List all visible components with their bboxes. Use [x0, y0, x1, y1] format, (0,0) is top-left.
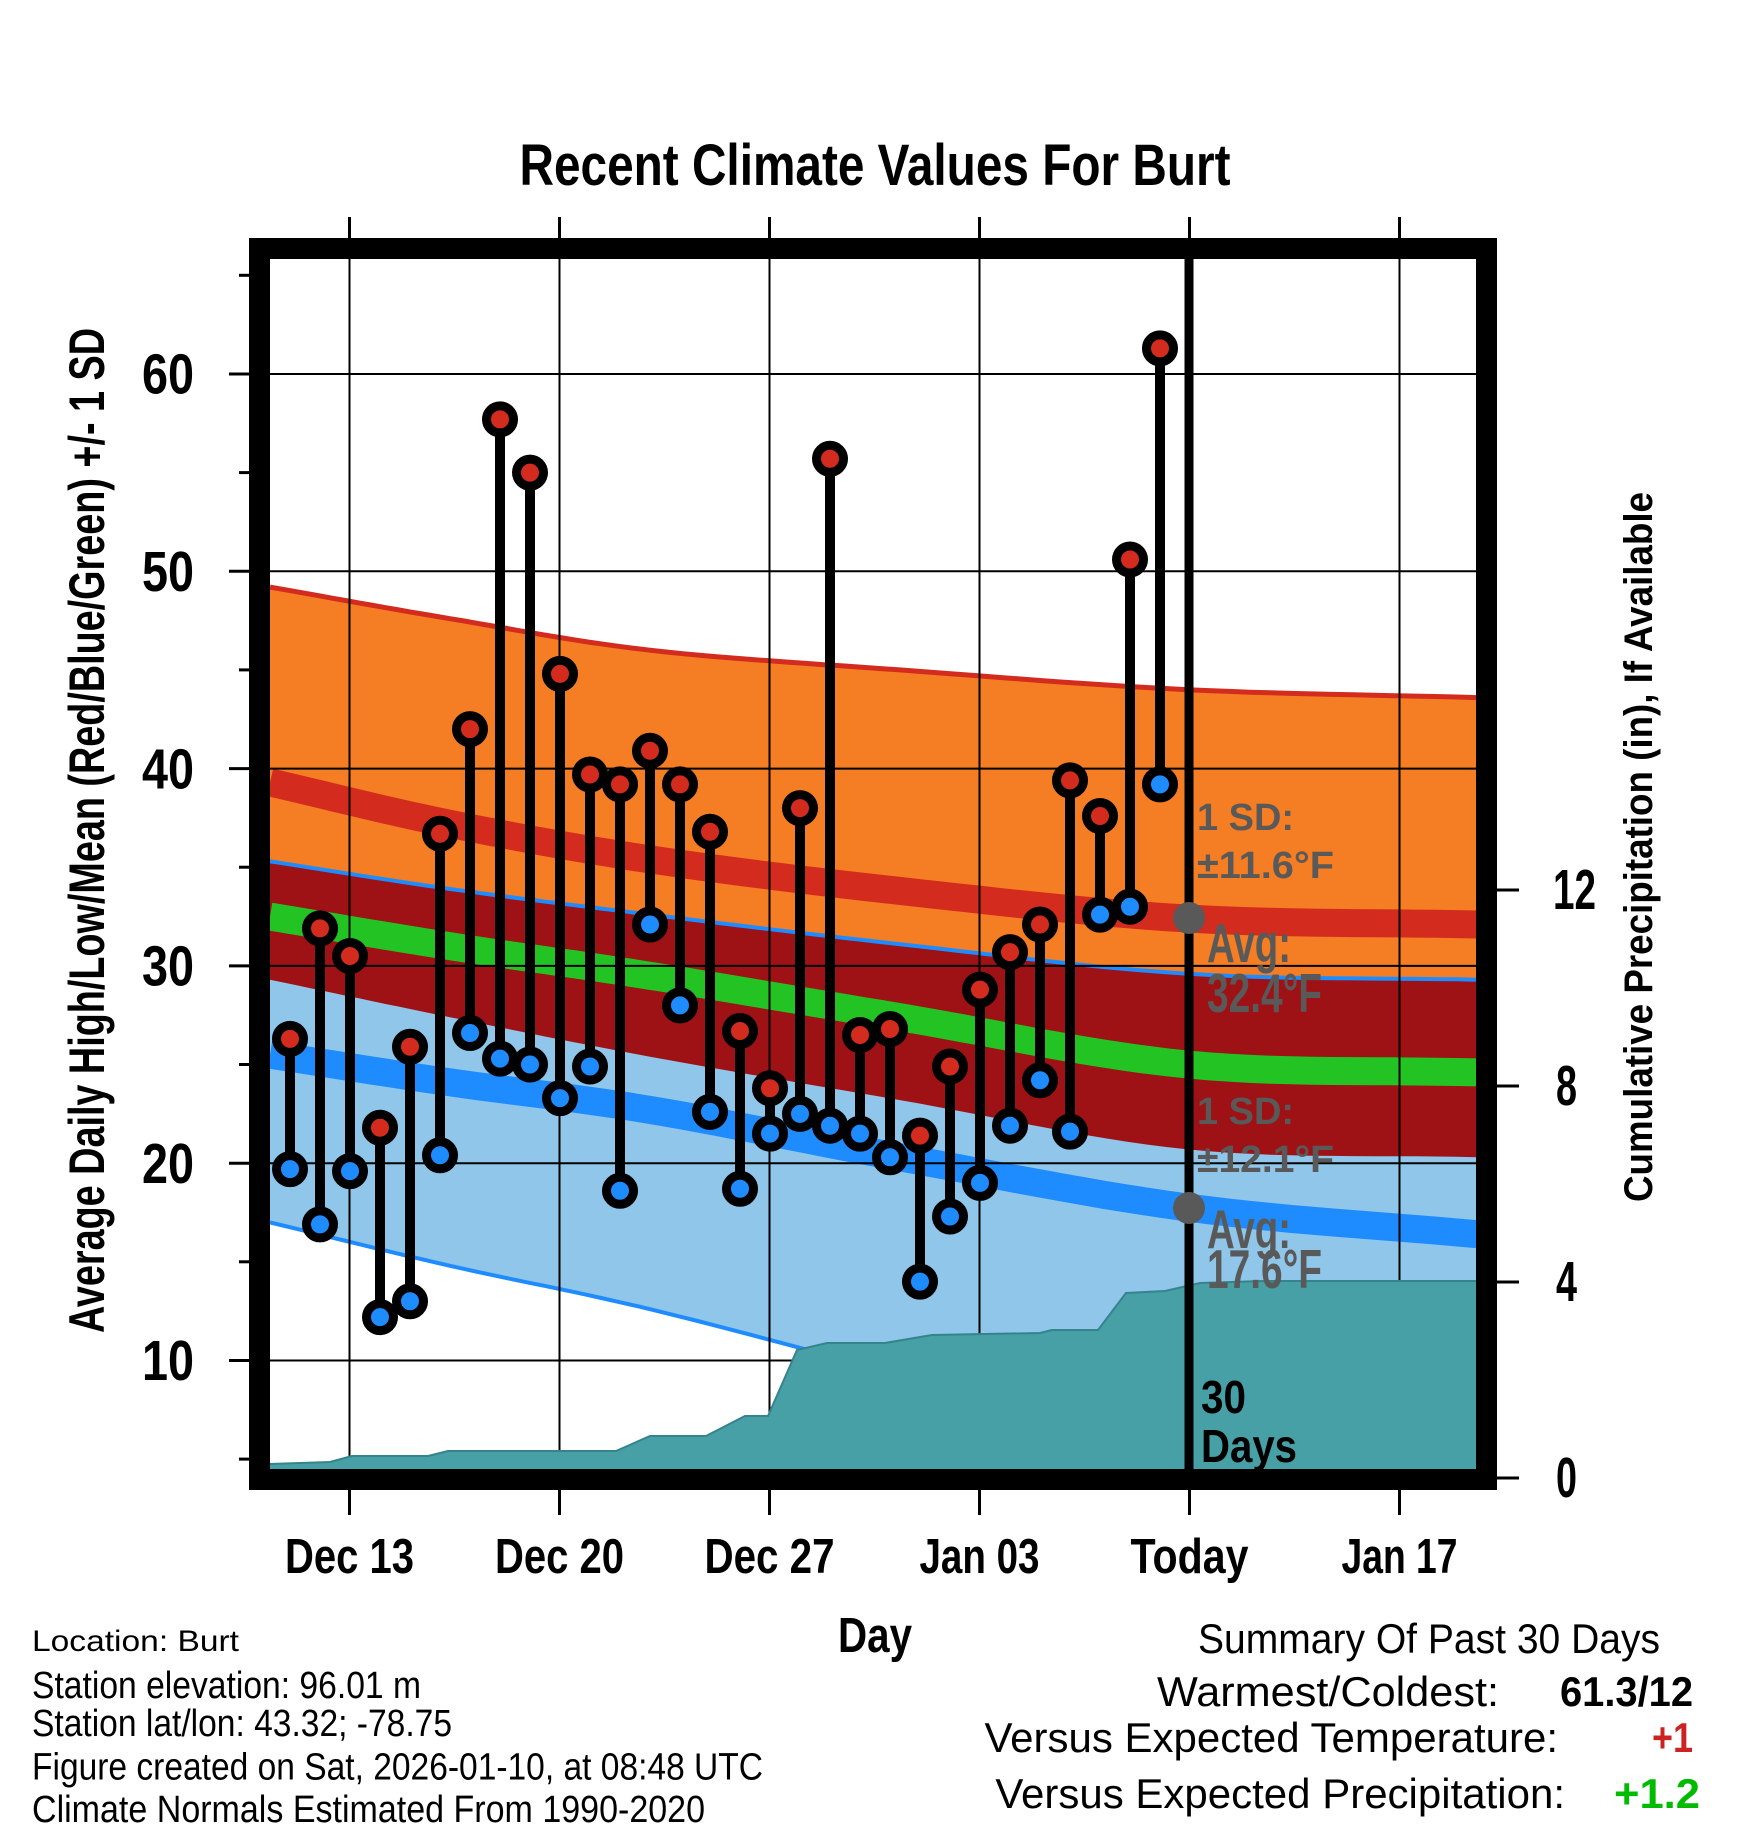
svg-text:60: 60: [142, 343, 194, 407]
svg-text:1 SD:: 1 SD:: [1197, 1091, 1294, 1133]
svg-text:17.6°F: 17.6°F: [1207, 1238, 1322, 1300]
svg-text:Station elevation: 96.01 m: Station elevation: 96.01 m: [32, 1665, 421, 1707]
svg-text:Avg:: Avg:: [1207, 912, 1291, 974]
svg-text:Station lat/lon: 43.32; -78.75: Station lat/lon: 43.32; -78.75: [32, 1703, 452, 1745]
svg-text:8: 8: [1556, 1054, 1577, 1118]
svg-text:4: 4: [1556, 1250, 1577, 1314]
svg-text:Dec 27: Dec 27: [705, 1530, 835, 1584]
svg-text:Jan 17: Jan 17: [1342, 1530, 1458, 1584]
svg-text:10: 10: [142, 1329, 194, 1393]
svg-text:12: 12: [1553, 858, 1596, 922]
svg-text:+1: +1: [1652, 1714, 1693, 1761]
svg-text:Jan 03: Jan 03: [920, 1530, 1040, 1584]
svg-text:Cumulative Precipitation (in),: Cumulative Precipitation (in), If Availa…: [1617, 492, 1661, 1202]
svg-text:Today: Today: [1131, 1530, 1249, 1584]
svg-text:Climate Normals Estimated From: Climate Normals Estimated From 1990-2020: [32, 1789, 705, 1828]
svg-text:Avg:: Avg:: [1207, 1198, 1291, 1260]
svg-text:Dec 13: Dec 13: [285, 1530, 414, 1584]
svg-text:Location: Burt: Location: Burt: [32, 1625, 240, 1658]
svg-text:30: 30: [142, 935, 194, 999]
svg-text:Versus Expected Temperature:: Versus Expected Temperature:: [984, 1714, 1558, 1761]
svg-text:Figure created on Sat, 2026-01: Figure created on Sat, 2026-01-10, at 08…: [32, 1747, 763, 1789]
svg-text:Day: Day: [838, 1609, 912, 1663]
svg-text:Recent Climate Values For Burt: Recent Climate Values For Burt: [520, 133, 1231, 198]
svg-text:20: 20: [142, 1132, 194, 1196]
svg-text:30: 30: [1201, 1371, 1246, 1423]
svg-text:61.3/12: 61.3/12: [1560, 1668, 1693, 1715]
svg-text:Days: Days: [1201, 1420, 1297, 1472]
svg-text:1 SD:: 1 SD:: [1197, 797, 1294, 839]
svg-text:Dec 20: Dec 20: [495, 1530, 624, 1584]
svg-text:Versus Expected Precipitation:: Versus Expected Precipitation:: [995, 1770, 1565, 1817]
svg-text:Warmest/Coldest:: Warmest/Coldest:: [1157, 1668, 1499, 1715]
svg-text:±12.1°F: ±12.1°F: [1197, 1139, 1334, 1181]
svg-text:50: 50: [142, 540, 194, 604]
svg-text:40: 40: [142, 737, 194, 801]
svg-text:32.4°F: 32.4°F: [1207, 962, 1322, 1024]
svg-text:Summary Of Past 30 Days: Summary Of Past 30 Days: [1198, 1615, 1660, 1662]
svg-text:Average Daily High/Low/Mean (R: Average Daily High/Low/Mean (Red/Blue/Gr…: [59, 328, 115, 1333]
svg-text:0: 0: [1556, 1446, 1577, 1510]
svg-text:+1.2: +1.2: [1614, 1770, 1700, 1817]
svg-text:±11.6°F: ±11.6°F: [1197, 845, 1334, 887]
